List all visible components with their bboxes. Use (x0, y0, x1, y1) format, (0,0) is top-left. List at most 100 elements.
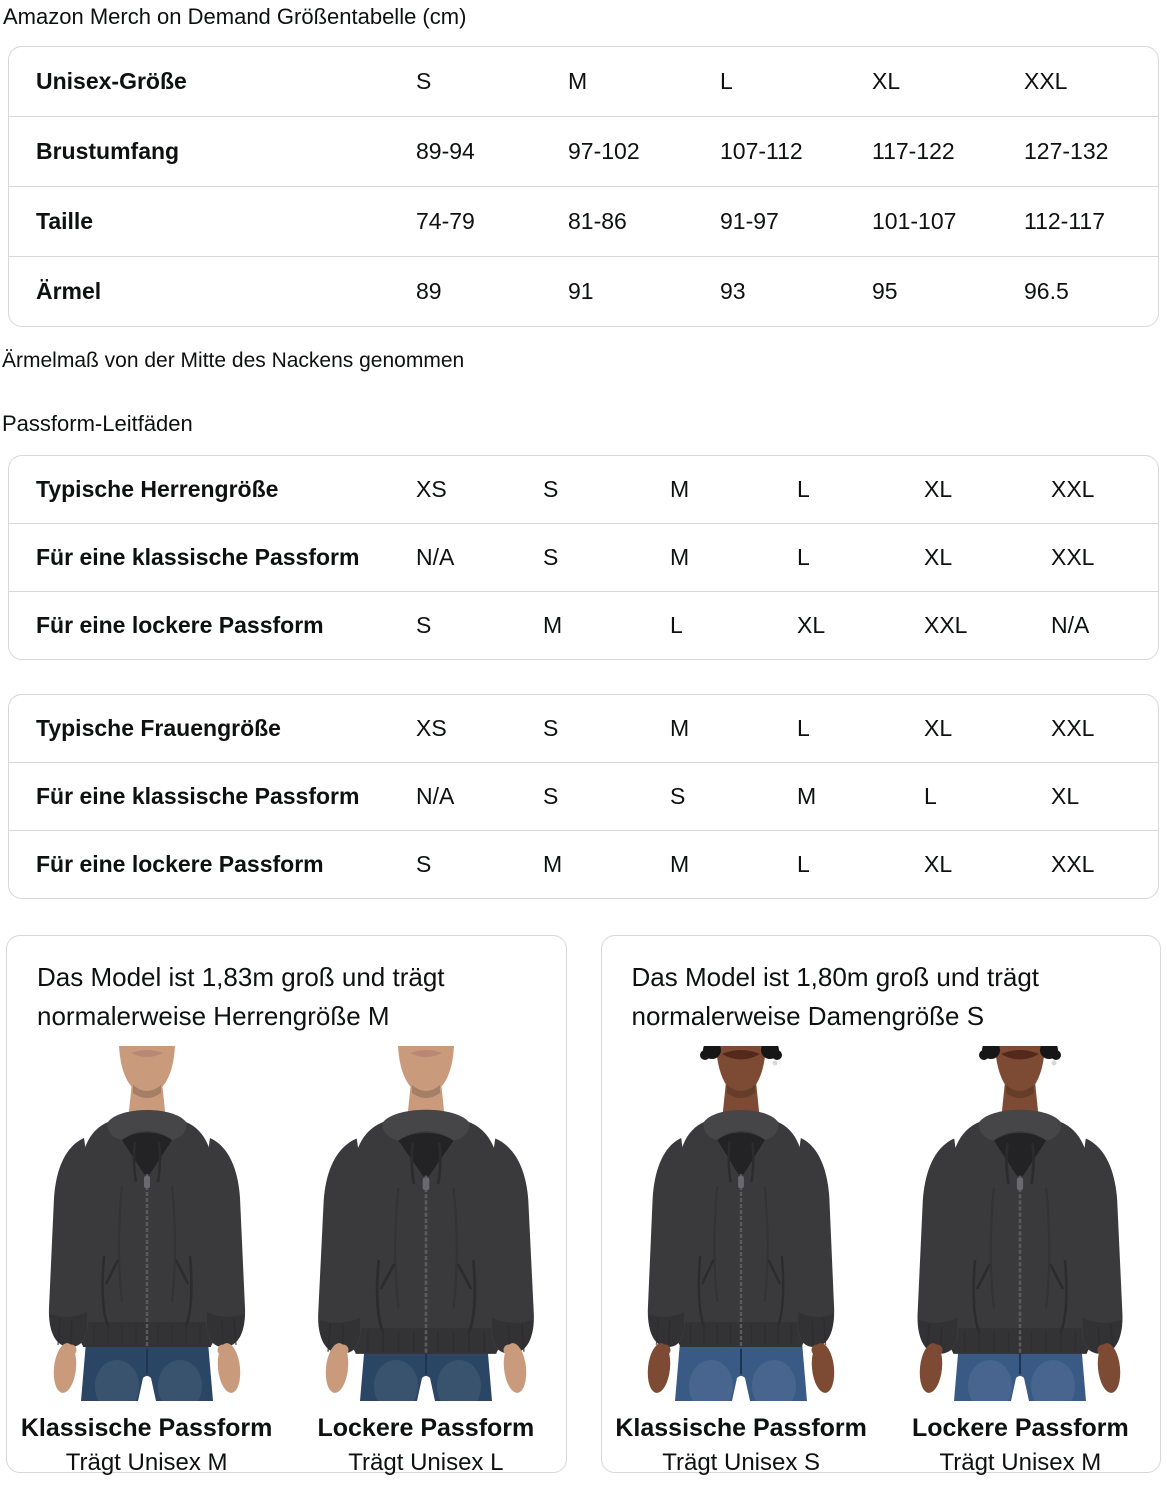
worn-size-label: Trägt Unisex M (939, 1449, 1102, 1476)
row-label: Für eine lockere Passform (36, 851, 324, 877)
cell-value: 74-79 (416, 208, 475, 234)
hood (703, 1110, 779, 1140)
cell-value: 81-86 (568, 208, 627, 234)
table-row: Für eine klassische Passform N/A S M L XL XXL (9, 523, 1158, 591)
hands (647, 1343, 835, 1393)
row-label: Brustumfang (36, 138, 180, 164)
worn-size-label: Trägt Unisex M (65, 1449, 228, 1476)
cell-value: 127-132 (1024, 138, 1109, 164)
model-photo (21, 1046, 272, 1401)
cell-value: M (543, 612, 563, 638)
cell-value: XXL (1051, 715, 1095, 741)
model-description: Das Model ist 1,80m groß und trägt norma… (631, 962, 1040, 1031)
hands (325, 1343, 527, 1393)
cell-value: M (543, 851, 563, 877)
table-row: Unisex-Größe S M L XL XXL (9, 47, 1158, 116)
cell-value: 107-112 (720, 138, 803, 164)
cell-value: M (568, 68, 588, 94)
fit-figure: Klassische Passform Trägt Unisex S (602, 1046, 881, 1478)
cell-value: S (543, 476, 559, 502)
table-row: Brustumfang 89-94 97-102 107-112 117-122 127-… (9, 116, 1158, 186)
row-label: Unisex-Größe (36, 68, 187, 94)
cell-value: XL (872, 68, 901, 94)
hands (920, 1343, 1121, 1393)
table-row: Für eine lockere Passform S M L XL XXL N/A (9, 591, 1158, 659)
hood (979, 1109, 1062, 1141)
page-title: Amazon Merch on Demand Größentabelle (cm… (3, 4, 467, 29)
row-label: Taille (36, 208, 94, 234)
fit-figure: Lockere Passform Trägt Unisex L (286, 1046, 565, 1478)
cell-value: S (543, 715, 559, 741)
kangaroo-pocket (375, 1259, 477, 1333)
row-label: Ärmel (36, 278, 102, 304)
cell-value: XXL (1051, 544, 1095, 570)
row-label: Typische Herrengröße (36, 476, 279, 502)
cell-value: XL (797, 612, 826, 638)
cell-value: L (924, 783, 937, 809)
row-label: Für eine klassische Passform (36, 783, 360, 809)
cell-value: XL (924, 851, 953, 877)
cell-value: L (720, 68, 733, 94)
cell-value: 91-97 (720, 208, 779, 234)
earring (772, 1060, 778, 1066)
hands (53, 1343, 240, 1393)
cell-value: S (416, 851, 432, 877)
cell-value: S (670, 783, 686, 809)
cell-value: M (670, 476, 690, 502)
womens-fit-table: Typische Frauengröße XS S M L XL XXL Für eine k… (8, 694, 1159, 899)
cell-value: N/A (416, 783, 455, 809)
cell-value: M (670, 851, 690, 877)
male-model-card: Das Model ist 1,83m groß und trägt norma… (6, 935, 567, 1476)
worn-size-label: Trägt Unisex S (662, 1449, 821, 1476)
cell-value: N/A (416, 544, 455, 570)
sleeve-measure-note: Ärmelmaß von der Mitte des Nackens genom… (2, 349, 465, 372)
cell-value: N/A (1051, 612, 1090, 638)
table-row: Ärmel 89 91 93 95 96.5 (9, 256, 1158, 326)
table-row: Für eine lockere Passform S M M L XL XXL (9, 830, 1158, 898)
kangaroo-pocket (697, 1255, 785, 1327)
cell-value: L (797, 476, 810, 502)
row-label: Für eine lockere Passform (36, 612, 324, 638)
hair-curls (979, 1046, 1062, 1060)
cell-value: M (797, 783, 817, 809)
cell-value: 91 (568, 278, 594, 304)
model-photo (616, 1046, 867, 1401)
cell-value: S (416, 612, 432, 638)
cell-value: XL (924, 544, 953, 570)
fit-guides-title: Passform-Leitfäden (2, 411, 193, 436)
cell-value: L (670, 612, 683, 638)
cell-value: S (416, 68, 432, 94)
male-model-loose-fit-photo (300, 1046, 551, 1401)
mens-fit-table: Typische Herrengröße XS S M L XL XXL Für eine k… (8, 455, 1159, 660)
hood (107, 1110, 187, 1140)
row-label: Für eine klassische Passform (36, 544, 360, 570)
cell-value: 93 (720, 278, 746, 304)
model-photo (300, 1046, 551, 1401)
cell-value: L (797, 715, 810, 741)
cell-value: XXL (1051, 851, 1095, 877)
fit-comparison: Klassische Passform Trägt Unisex M (7, 1046, 566, 1478)
cell-value: XS (416, 715, 447, 741)
cell-value: M (670, 544, 690, 570)
fit-label: Klassische Passform (20, 1414, 273, 1442)
table-row: Typische Herrengröße XS S M L XL XXL (9, 456, 1158, 523)
cell-value: XS (416, 476, 447, 502)
kangaroo-pocket (100, 1255, 193, 1327)
cell-value: S (543, 544, 559, 570)
cell-value: L (797, 544, 810, 570)
table-row: Typische Frauengröße XS S M L XL XXL (9, 695, 1158, 762)
kangaroo-pocket (972, 1259, 1069, 1333)
cell-value: L (797, 851, 810, 877)
female-model-card: Das Model ist 1,80m groß und trägt norma… (600, 935, 1161, 1476)
cell-value: S (543, 783, 559, 809)
hair-curls (700, 1046, 783, 1060)
fit-label: Lockere Passform (317, 1414, 535, 1442)
model-photo (895, 1046, 1146, 1401)
table-row: Taille 74-79 81-86 91-97 101-107 112-117 (9, 186, 1158, 256)
hood (382, 1109, 470, 1141)
male-model-classic-fit-photo (21, 1046, 272, 1401)
fit-figure: Klassische Passform Trägt Unisex M (7, 1046, 286, 1478)
cell-value: 97-102 (568, 138, 640, 164)
fit-comparison: Klassische Passform Trägt Unisex S (602, 1046, 1161, 1478)
worn-size-label: Trägt Unisex L (348, 1449, 504, 1476)
